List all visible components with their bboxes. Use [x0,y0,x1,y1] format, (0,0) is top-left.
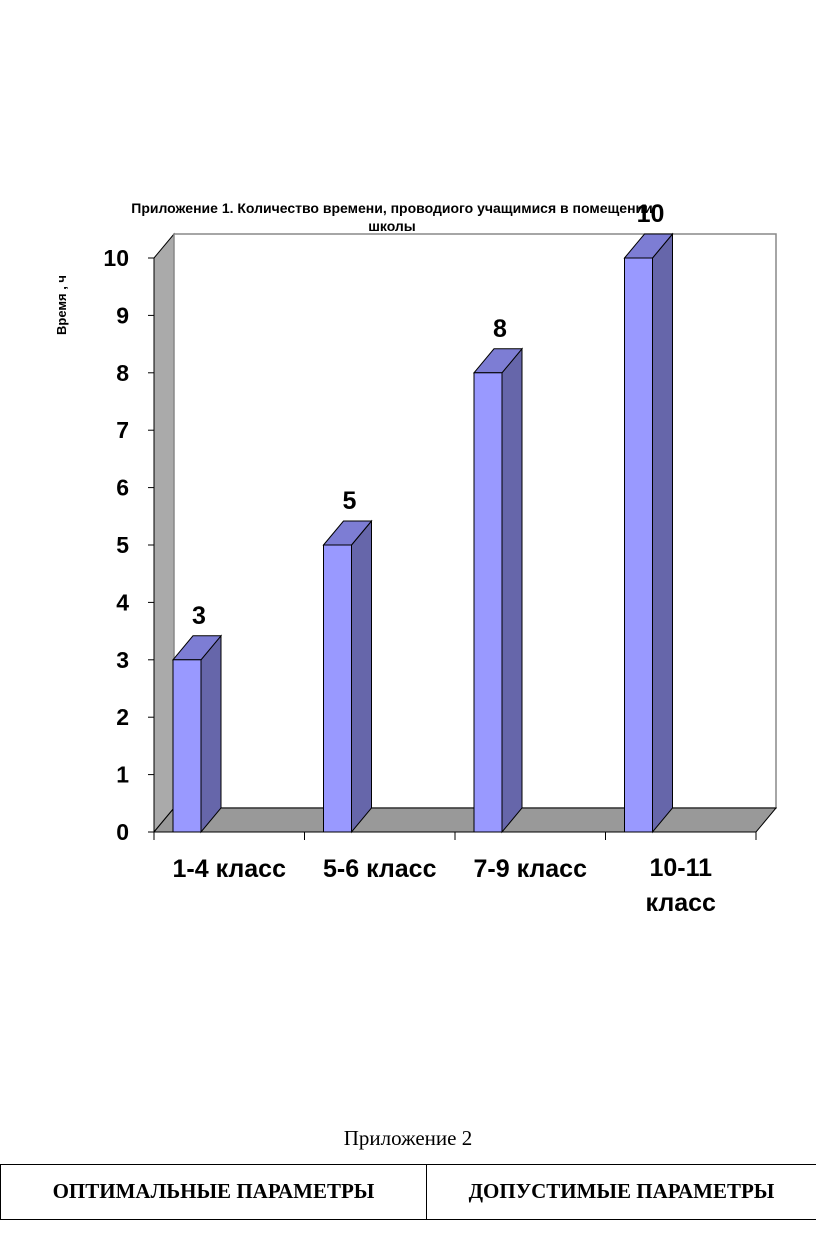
bar [172,659,202,833]
y-tick-label: 4 [116,589,129,615]
y-tick-label: 8 [116,360,129,386]
x-tick-label: 10-11 [649,854,712,882]
x-tick-label: 7-9 класс [474,855,588,883]
parameters-table: ОПТИМАЛЬНЫЕ ПАРАМЕТРЫ ДОПУСТИМЫЕ ПАРАМЕТ… [0,1164,816,1220]
data-label: 8 [493,315,507,343]
bar [473,372,503,833]
data-label: 3 [192,602,206,630]
x-tick-label: класс [646,889,717,917]
data-label: 10 [637,200,665,228]
data-label: 5 [343,487,357,515]
x-tick-label: 5-6 класс [323,855,437,883]
y-tick-label: 7 [116,417,129,443]
y-tick-label: 10 [103,245,129,271]
bar-side [501,347,523,834]
bar-side [200,634,222,834]
y-tick-label: 2 [116,704,129,730]
y-tick-label: 5 [116,532,129,558]
y-tick-label: 9 [116,302,129,328]
chart-title: Приложение 1. Количество времени, провод… [131,200,653,216]
optimal-parameters-header: ОПТИМАЛЬНЫЕ ПАРАМЕТРЫ [0,1164,427,1220]
x-tick-label: 1-4 класс [173,855,287,883]
table-header-row: ОПТИМАЛЬНЫЕ ПАРАМЕТРЫ ДОПУСТИМЫЕ ПАРАМЕТ… [0,1164,816,1220]
chart-floor [152,807,778,833]
bar [624,257,653,833]
chart-side-wall [153,232,175,834]
bar-chart: 0 1 2 3 4 5 6 7 8 9 10 3 1-4 класс 5 5-6 класс 8 7-9 кла… [54,200,778,917]
bar [323,544,352,833]
appendix-2-heading: Приложение 2 [343,1126,473,1150]
y-tick-label: 3 [116,647,129,673]
y-tick-label: 1 [116,762,129,788]
acceptable-parameters-header: ДОПУСТИМЫЕ ПАРАМЕТРЫ [426,1164,816,1220]
chart-title: школы [368,218,416,234]
y-axis-label: Время , ч [54,275,69,335]
bar-side [652,232,673,834]
y-tick-label: 6 [116,475,129,501]
y-tick-label: 0 [116,819,129,845]
bar-side [351,519,372,834]
